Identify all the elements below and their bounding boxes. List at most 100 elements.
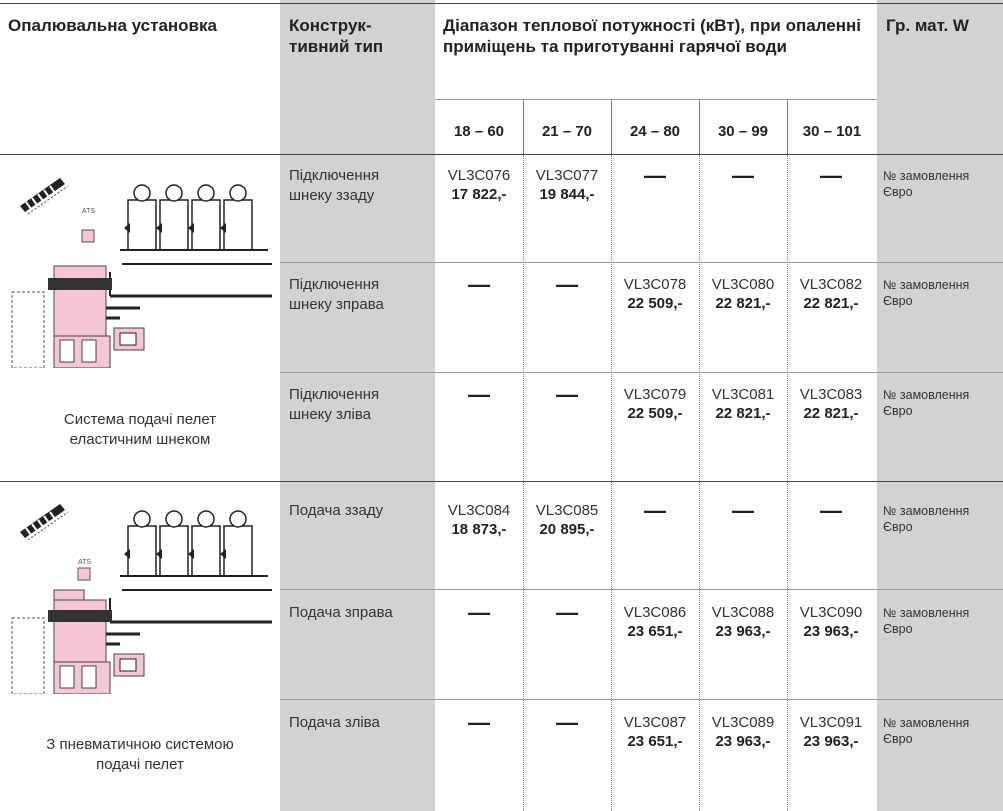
order-no-label: № замовлення	[883, 278, 970, 292]
price: 22 821,-	[803, 295, 859, 312]
order-code: VL3C080	[711, 276, 775, 293]
construction-type-label: Підключення шнеку ззаду	[289, 167, 380, 204]
price: 17 822,-	[451, 186, 507, 203]
order-no-label: № замовлення	[883, 716, 970, 730]
col-divider	[523, 100, 524, 154]
product-cell: VL3C085 20 895,-	[523, 501, 611, 539]
product-cell: VL3C089 23 963,-	[699, 713, 787, 751]
group-label: № замовлення Євро	[883, 503, 969, 535]
group-column-bg	[877, 0, 1003, 811]
price: 22 509,-	[627, 295, 683, 312]
group-label: № замовлення Євро	[883, 605, 969, 637]
price: 22 821,-	[715, 295, 771, 312]
col-divider	[611, 100, 612, 154]
product-cell: VL3C079 22 509,-	[611, 385, 699, 423]
power-col-2: 21 – 70	[541, 123, 593, 140]
order-code: VL3C078	[623, 276, 687, 293]
order-code: VL3C083	[799, 386, 863, 403]
row-divider	[280, 262, 1003, 263]
euro-label: Євро	[883, 294, 913, 308]
construction-type-label: Підключення шнеку зліва	[289, 386, 380, 423]
group-label: № замовлення Євро	[883, 387, 969, 419]
price: 22 509,-	[627, 405, 683, 422]
group-label: № замовлення Євро	[883, 277, 969, 309]
col-divider	[699, 155, 700, 811]
price: 18 873,-	[451, 521, 507, 538]
not-available-dash: —	[556, 600, 578, 625]
construction-type-label: Подача зліва	[289, 714, 380, 731]
product-cell: VL3C087 23 651,-	[611, 713, 699, 751]
order-code: VL3C082	[799, 276, 863, 293]
col-divider	[787, 155, 788, 811]
not-available-dash: —	[732, 163, 754, 188]
not-available-dash: —	[644, 498, 666, 523]
product-cell: VL3C091 23 963,-	[787, 713, 875, 751]
ats-sensor-icon	[77, 567, 91, 581]
not-available-dash: —	[820, 498, 842, 523]
product-cell: VL3C076 17 822,-	[435, 166, 523, 204]
section-1-caption: Система подачі пелет еластичним шнеком	[63, 411, 217, 448]
price: 19 844,-	[539, 186, 595, 203]
power-col-5: 30 – 101	[802, 123, 862, 140]
product-cell: VL3C086 23 651,-	[611, 603, 699, 641]
order-code: VL3C085	[535, 502, 599, 519]
header-power-range: Діапазон теплової потужності (кВт), при …	[443, 16, 861, 56]
not-available-dash: —	[468, 600, 490, 625]
header-installation: Опалювальна установка	[8, 16, 217, 35]
ats-label: ATS	[78, 559, 91, 566]
pellet-hopper	[53, 589, 85, 601]
not-available-dash: —	[556, 382, 578, 407]
price: 23 651,-	[627, 623, 683, 640]
product-cell: VL3C088 23 963,-	[699, 603, 787, 641]
order-code: VL3C087	[623, 714, 687, 731]
price: 23 963,-	[803, 623, 859, 640]
euro-label: Євро	[883, 622, 913, 636]
price: 22 821,-	[715, 405, 771, 422]
group-label: № замовлення Євро	[883, 168, 969, 200]
row-divider	[280, 589, 1003, 590]
product-cell: VL3C078 22 509,-	[611, 275, 699, 313]
row-divider	[280, 699, 1003, 700]
order-code: VL3C081	[711, 386, 775, 403]
product-cell: VL3C080 22 821,-	[699, 275, 787, 313]
section-2-caption: З пневматичною системою подачі пелет	[46, 736, 234, 773]
not-available-dash: —	[468, 710, 490, 735]
order-no-label: № замовлення	[883, 504, 970, 518]
col-divider	[611, 155, 612, 811]
pellet-store-icon	[11, 617, 45, 694]
header-bottom-rule	[0, 154, 1003, 155]
price: 23 963,-	[715, 733, 771, 750]
price: 23 963,-	[803, 733, 859, 750]
section-divider	[0, 481, 1003, 482]
price: 23 651,-	[627, 733, 683, 750]
price: 20 895,-	[539, 521, 595, 538]
price: 23 963,-	[715, 623, 771, 640]
order-code: VL3C076	[447, 167, 511, 184]
ats-sensor-icon	[81, 229, 95, 243]
order-no-label: № замовлення	[883, 169, 970, 183]
power-col-1: 18 – 60	[453, 123, 505, 140]
product-cell: VL3C082 22 821,-	[787, 275, 875, 313]
euro-label: Євро	[883, 732, 913, 746]
order-code: VL3C086	[623, 604, 687, 621]
order-no-label: № замовлення	[883, 606, 970, 620]
not-available-dash: —	[468, 382, 490, 407]
col-divider	[523, 155, 524, 811]
solar-panel-icon	[20, 178, 69, 215]
order-code: VL3C084	[447, 502, 511, 519]
order-code: VL3C079	[623, 386, 687, 403]
not-available-dash: —	[820, 163, 842, 188]
row-divider	[280, 372, 1003, 373]
construction-type-label: Подача зправа	[289, 604, 393, 621]
construction-type-label: Підключення шнеку зправа	[289, 276, 384, 313]
group-label: № замовлення Євро	[883, 715, 969, 747]
order-no-label: № замовлення	[883, 388, 970, 402]
euro-label: Євро	[883, 185, 913, 199]
boiler-system-diagram: ATS	[11, 178, 272, 368]
product-cell: VL3C077 19 844,-	[523, 166, 611, 204]
not-available-dash: —	[468, 272, 490, 297]
col-divider	[699, 100, 700, 154]
euro-label: Євро	[883, 404, 913, 418]
solar-panel-icon	[20, 504, 69, 541]
not-available-dash: —	[556, 272, 578, 297]
